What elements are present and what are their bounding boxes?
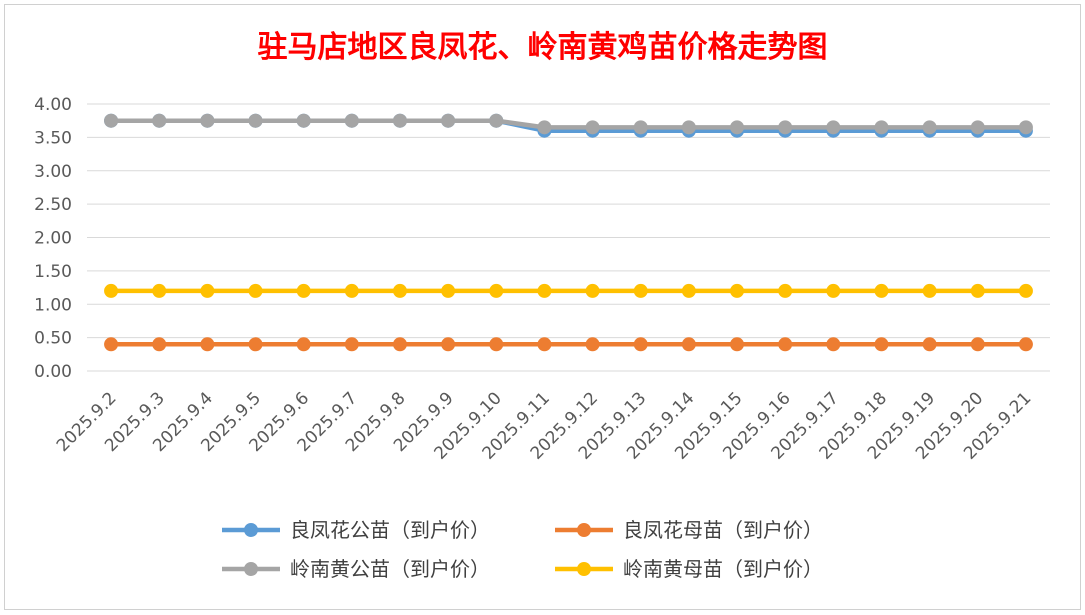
data-point bbox=[633, 283, 648, 298]
legend-item: 岭南黄母苗（到户价） bbox=[555, 557, 823, 581]
legend-item: 岭南黄公苗（到户价） bbox=[222, 557, 490, 581]
data-point bbox=[537, 283, 552, 298]
data-point bbox=[1018, 337, 1033, 352]
legend-label: 岭南黄公苗（到户价） bbox=[290, 557, 490, 581]
data-point bbox=[778, 337, 793, 352]
y-tick-label: 3.00 bbox=[34, 162, 72, 182]
data-point bbox=[152, 113, 167, 128]
legend: 良凤花公苗（到户价） 良凤花母苗（到户价） 岭南黄公苗（到户价） 岭南黄母苗（到户价） bbox=[222, 518, 823, 581]
legend-label: 良凤花公苗（到户价） bbox=[290, 518, 490, 542]
series-line bbox=[111, 118, 1026, 130]
legend-marker bbox=[577, 562, 591, 576]
y-tick-label: 1.00 bbox=[34, 295, 72, 315]
legend-marker bbox=[577, 523, 591, 537]
data-point bbox=[922, 120, 937, 135]
data-point bbox=[826, 283, 841, 298]
data-point bbox=[970, 283, 985, 298]
data-point bbox=[970, 337, 985, 352]
data-point bbox=[296, 337, 311, 352]
y-tick-label: 4.00 bbox=[34, 95, 72, 115]
grid-lines bbox=[87, 103, 1050, 372]
data-point bbox=[248, 337, 263, 352]
data-point bbox=[970, 120, 985, 135]
data-point bbox=[344, 337, 359, 352]
data-point bbox=[585, 120, 600, 135]
series-3 bbox=[104, 113, 1033, 135]
data-point bbox=[392, 113, 407, 128]
data-point bbox=[874, 337, 889, 352]
data-point bbox=[1018, 120, 1033, 135]
data-point bbox=[633, 120, 648, 135]
data-point bbox=[730, 283, 745, 298]
data-point bbox=[681, 283, 696, 298]
y-tick-label: 0.00 bbox=[34, 362, 72, 382]
data-point bbox=[441, 283, 456, 298]
data-point bbox=[537, 120, 552, 135]
y-tick-label: 0.50 bbox=[34, 329, 72, 349]
chart-title: 驻马店地区良凤花、岭南黄鸡苗价格走势图 bbox=[257, 30, 828, 65]
data-point bbox=[104, 337, 119, 352]
data-point bbox=[778, 283, 793, 298]
data-point bbox=[681, 337, 696, 352]
data-point bbox=[922, 337, 937, 352]
data-point bbox=[296, 283, 311, 298]
data-point bbox=[874, 120, 889, 135]
legend-label: 岭南黄母苗（到户价） bbox=[623, 557, 823, 581]
data-point bbox=[489, 283, 504, 298]
data-point bbox=[489, 113, 504, 128]
y-axis-ticks: 0.00 0.50 1.00 1.50 2.00 2.50 3.00 3.50 4.00 bbox=[34, 95, 72, 382]
data-point bbox=[826, 120, 841, 135]
data-point bbox=[537, 337, 552, 352]
y-tick-label: 3.50 bbox=[34, 128, 72, 148]
legend-label: 良凤花母苗（到户价） bbox=[623, 518, 823, 542]
data-point bbox=[441, 113, 456, 128]
data-point bbox=[1018, 283, 1033, 298]
data-point bbox=[392, 337, 407, 352]
data-point bbox=[296, 113, 311, 128]
data-point bbox=[248, 283, 263, 298]
data-point bbox=[152, 283, 167, 298]
data-point bbox=[681, 120, 696, 135]
data-point bbox=[826, 337, 841, 352]
series-2 bbox=[104, 337, 1033, 352]
data-point bbox=[585, 337, 600, 352]
data-point bbox=[441, 337, 456, 352]
data-point bbox=[730, 337, 745, 352]
legend-item: 良凤花公苗（到户价） bbox=[222, 518, 490, 542]
data-point bbox=[152, 337, 167, 352]
x-axis-ticks: 2025.9.22025.9.32025.9.42025.9.52025.9.6… bbox=[53, 388, 1036, 463]
data-point bbox=[489, 337, 504, 352]
data-point bbox=[104, 283, 119, 298]
series-lines bbox=[104, 113, 1033, 352]
data-point bbox=[344, 283, 359, 298]
legend-marker bbox=[244, 523, 258, 537]
data-point bbox=[778, 120, 793, 135]
data-point bbox=[344, 113, 359, 128]
data-point bbox=[585, 283, 600, 298]
data-point bbox=[248, 113, 263, 128]
y-tick-label: 2.00 bbox=[34, 229, 72, 249]
data-point bbox=[200, 113, 215, 128]
data-point bbox=[200, 283, 215, 298]
data-point bbox=[104, 113, 119, 128]
data-point bbox=[200, 337, 215, 352]
data-point bbox=[730, 120, 745, 135]
data-point bbox=[922, 283, 937, 298]
legend-item: 良凤花母苗（到户价） bbox=[555, 518, 823, 542]
y-tick-label: 2.50 bbox=[34, 195, 72, 215]
chart-frame bbox=[4, 4, 1081, 610]
data-point bbox=[392, 283, 407, 298]
series-4 bbox=[104, 283, 1033, 298]
data-point bbox=[633, 337, 648, 352]
data-point bbox=[874, 283, 889, 298]
y-tick-label: 1.50 bbox=[34, 262, 72, 282]
legend-marker bbox=[244, 562, 258, 576]
